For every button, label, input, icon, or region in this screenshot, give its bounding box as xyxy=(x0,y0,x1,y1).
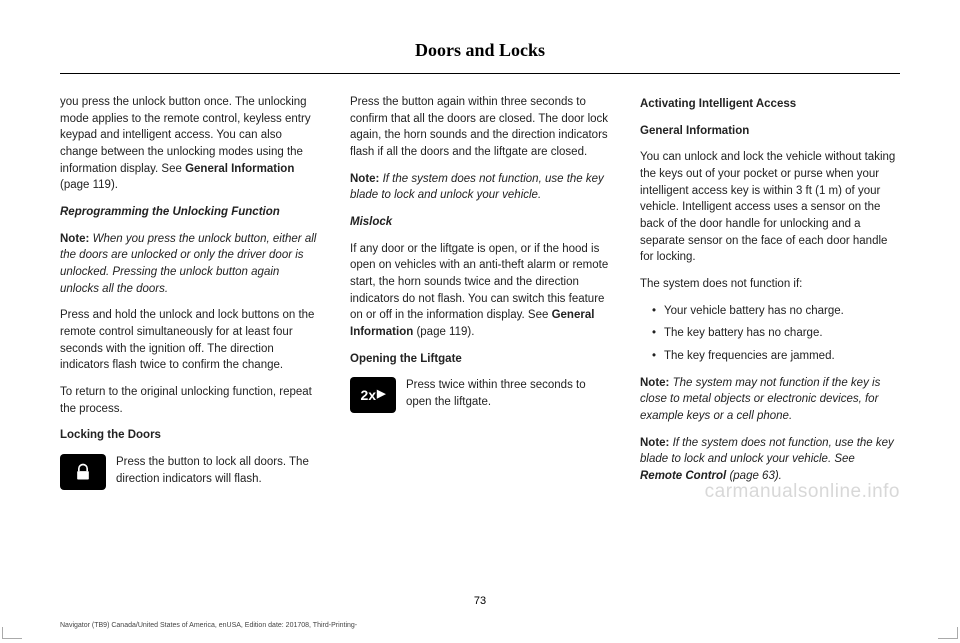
page-number: 73 xyxy=(0,595,960,607)
column-1: you press the unlock button once. The un… xyxy=(60,94,320,554)
padlock-svg xyxy=(73,461,93,483)
liftgate-instruction-text: Press twice within three seconds to open… xyxy=(406,377,610,413)
col2-p2b: (page 119). xyxy=(413,326,474,338)
page-title: Doors and Locks xyxy=(60,40,900,61)
liftgate-icon-label: 2x xyxy=(360,385,376,405)
crop-mark-left xyxy=(2,627,22,639)
col2-paragraph-2: If any door or the liftgate is open, or … xyxy=(350,241,610,341)
note-label: Note: xyxy=(640,437,673,449)
watermark-text: carmanualsonline.info xyxy=(705,481,900,503)
arrow-icon: ▶ xyxy=(377,387,385,403)
note-label: Note: xyxy=(640,377,673,389)
col1-heading-locking: Locking the Doors xyxy=(60,427,320,444)
col3-note-1: Note: The system may not function if the… xyxy=(640,375,900,425)
note-body: If the system does not function, use the… xyxy=(350,173,604,202)
list-item: The key battery has no charge. xyxy=(652,325,900,342)
col1-paragraph-3: To return to the original unlocking func… xyxy=(60,384,320,417)
col3-note-2: Note: If the system does not function, u… xyxy=(640,435,900,485)
note-body-a: If the system does not function, use the… xyxy=(640,437,894,466)
liftgate-instruction-row: 2x▶ Press twice within three seconds to … xyxy=(350,377,610,413)
note-body: The system may not function if the key i… xyxy=(640,377,880,422)
list-item: The key frequencies are jammed. xyxy=(652,348,900,365)
col1-p1-end: (page 119). xyxy=(60,179,118,191)
col1-heading-reprogramming: Reprogramming the Unlocking Function xyxy=(60,204,320,221)
col1-note-1: Note: When you press the unlock button, … xyxy=(60,231,320,298)
fine-print: Navigator (TB9) Canada/United States of … xyxy=(60,622,357,629)
liftgate-2x-icon: 2x▶ xyxy=(350,377,396,413)
column-2: Press the button again within three seco… xyxy=(350,94,610,554)
col3-paragraph-2: The system does not function if: xyxy=(640,276,900,293)
lock-instruction-text: Press the button to lock all doors. The … xyxy=(116,454,320,490)
col1-p1-ref: General Information xyxy=(185,163,294,175)
crop-mark-right xyxy=(938,627,958,639)
note-label: Note: xyxy=(350,173,383,185)
col3-heading-activating: Activating Intelligent Access xyxy=(640,96,900,113)
note-body: When you press the unlock button, either… xyxy=(60,233,316,295)
lock-icon xyxy=(60,454,106,490)
col2-note-1: Note: If the system does not function, u… xyxy=(350,171,610,204)
note-label: Note: xyxy=(60,233,93,245)
col2-heading-liftgate: Opening the Liftgate xyxy=(350,351,610,368)
col2-paragraph-1: Press the button again within three seco… xyxy=(350,94,610,161)
list-item: Your vehicle battery has no charge. xyxy=(652,303,900,320)
col1-paragraph-2: Press and hold the unlock and lock butto… xyxy=(60,307,320,374)
col3-paragraph-1: You can unlock and lock the vehicle with… xyxy=(640,149,900,266)
col3-heading-general: General Information xyxy=(640,123,900,140)
col3-bullet-list: Your vehicle battery has no charge. The … xyxy=(640,303,900,365)
col1-paragraph-1: you press the unlock button once. The un… xyxy=(60,94,320,194)
col2-heading-mislock: Mislock xyxy=(350,214,610,231)
lock-instruction-row: Press the button to lock all doors. The … xyxy=(60,454,320,490)
page-header: Doors and Locks xyxy=(60,40,900,74)
